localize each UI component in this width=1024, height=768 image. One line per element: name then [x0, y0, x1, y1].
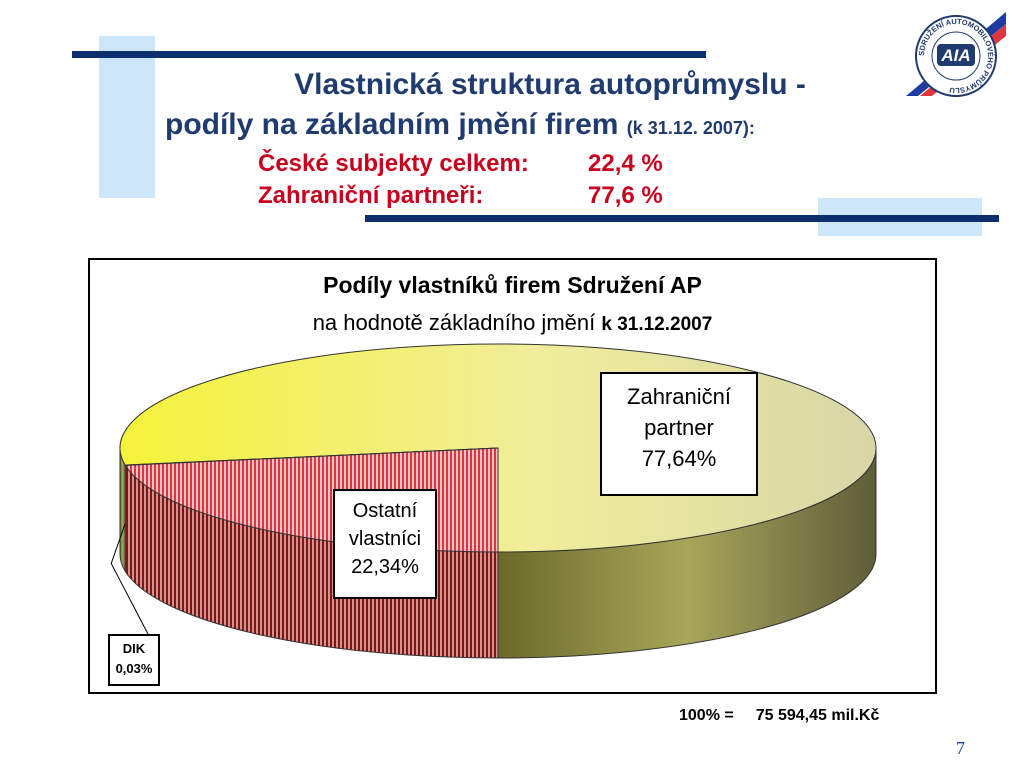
- svg-text:AIA: AIA: [940, 46, 970, 65]
- chart-subtitle-date: k 31.12.2007: [601, 314, 713, 335]
- summary-czech-value: 22,4 %: [588, 150, 663, 177]
- total-label: 100% =: [679, 707, 734, 724]
- label-other: Ostatní vlastníci 22,34%: [333, 489, 437, 599]
- bottom-rule: [365, 215, 999, 222]
- chart-subtitle: na hodnotě základního jmění k 31.12.2007: [90, 310, 935, 336]
- slide-title-line1: Vlastnická struktura autoprůmyslu -: [294, 68, 806, 101]
- leader-line-dik: [110, 523, 149, 635]
- label-other-value: 22,34%: [351, 556, 419, 578]
- summary-foreign-value: 77,6 %: [588, 182, 663, 209]
- chart-title: Podíly vlastníků firem Sdružení AP: [323, 272, 702, 298]
- slide-title-line2: podíly na základním jmění firem (k 31.12…: [165, 108, 755, 142]
- label-foreign-value: 77,64%: [641, 445, 717, 471]
- chart-subtitle-text: na hodnotě základního jmění: [312, 310, 596, 335]
- pie-side-foreign-left: [119, 447, 126, 574]
- label-dik-value: 0,03%: [115, 660, 153, 676]
- page-number: 7: [956, 738, 965, 758]
- label-other-line1: Ostatní: [352, 500, 418, 522]
- summary-czech-label: České subjekty celkem:: [258, 150, 529, 177]
- slide-title-text: podíly na základním jmění firem: [165, 108, 619, 141]
- total-value: 75 594,45 mil.Kč: [755, 707, 880, 724]
- light-blue-block-left: [99, 36, 155, 198]
- chart-frame: Podíly vlastníků firem Sdružení AP na ho…: [88, 258, 937, 694]
- label-other-line2: vlastníci: [348, 528, 422, 550]
- slide-title-date: (k 31.12. 2007):: [626, 118, 755, 138]
- summary-foreign: Zahraniční partneři: 77,6 %: [258, 182, 663, 210]
- summary-czech: České subjekty celkem: 22,4 %: [258, 150, 663, 178]
- summary-foreign-label: Zahraniční partneři:: [258, 182, 484, 209]
- label-foreign-line2: partner: [644, 414, 714, 440]
- aia-logo: SDRUŽENÍ AUTOMOBILOVÉHO PRŮMYSLU AIA: [900, 6, 1012, 107]
- top-rule: [72, 51, 706, 58]
- label-foreign-line1: Zahraniční: [627, 384, 731, 409]
- pie-slice-dik: [124, 447, 499, 466]
- label-foreign: Zahraniční partner 77,64%: [600, 372, 758, 496]
- total-note: 100% = 75 594,45 mil.Kč: [679, 707, 879, 725]
- label-dik-line1: DIK: [122, 641, 146, 656]
- label-dik: DIK 0,03%: [108, 634, 160, 686]
